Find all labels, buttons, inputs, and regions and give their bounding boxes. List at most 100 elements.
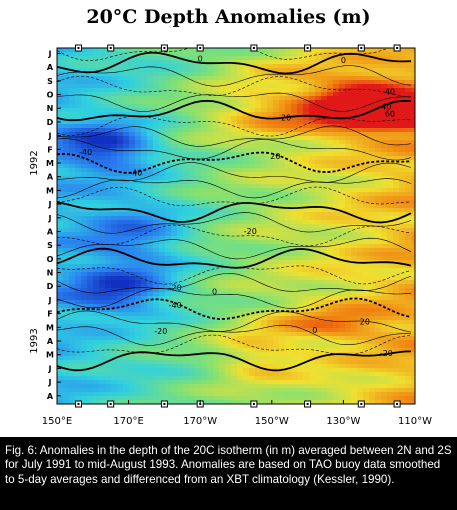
anomaly-cell [381, 328, 388, 333]
anomaly-cell [141, 312, 148, 317]
anomaly-cell [291, 140, 298, 145]
anomaly-cell [63, 52, 70, 57]
anomaly-cell [57, 84, 64, 89]
anomaly-cell [213, 268, 220, 273]
anomaly-cell [123, 304, 130, 309]
anomaly-cell [237, 332, 244, 337]
anomaly-cell [279, 232, 286, 237]
anomaly-cell [243, 212, 250, 217]
anomaly-cell [261, 232, 268, 237]
anomaly-cell [105, 144, 112, 149]
anomaly-cell [225, 84, 232, 89]
anomaly-cell [147, 276, 154, 281]
anomaly-cell [267, 228, 274, 233]
anomaly-cell [369, 52, 376, 57]
anomaly-cell [207, 236, 214, 241]
anomaly-cell [99, 152, 106, 157]
anomaly-cell [327, 76, 334, 81]
anomaly-cell [237, 84, 244, 89]
anomaly-cell [135, 340, 142, 345]
anomaly-cell [129, 160, 136, 165]
anomaly-cell [321, 80, 328, 85]
anomaly-cell [321, 280, 328, 285]
anomaly-cell [387, 116, 394, 121]
anomaly-cell [93, 148, 100, 153]
anomaly-cell [99, 80, 106, 85]
anomaly-cell [243, 376, 250, 381]
anomaly-cell [399, 208, 406, 213]
anomaly-cell [129, 312, 136, 317]
anomaly-cell [135, 216, 142, 221]
anomaly-cell [237, 276, 244, 281]
anomaly-cell [351, 324, 358, 329]
anomaly-cell [291, 228, 298, 233]
anomaly-cell [339, 168, 346, 173]
anomaly-cell [105, 168, 112, 173]
anomaly-cell [165, 188, 172, 193]
anomaly-cell [153, 284, 160, 289]
anomaly-cell [297, 204, 304, 209]
anomaly-cell [93, 192, 100, 197]
anomaly-cell [315, 236, 322, 241]
anomaly-cell [57, 168, 64, 173]
anomaly-cell [405, 224, 412, 229]
anomaly-cell [177, 252, 184, 257]
anomaly-cell [207, 216, 214, 221]
anomaly-cell [153, 104, 160, 109]
anomaly-cell [183, 64, 190, 69]
anomaly-cell [273, 228, 280, 233]
anomaly-cell [315, 340, 322, 345]
anomaly-cell [177, 360, 184, 365]
anomaly-cell [129, 220, 136, 225]
anomaly-cell [339, 332, 346, 337]
anomaly-cell [309, 164, 316, 169]
anomaly-cell [219, 104, 226, 109]
anomaly-cell [81, 136, 88, 141]
anomaly-cell [117, 364, 124, 369]
anomaly-cell [255, 236, 262, 241]
anomaly-cell [147, 112, 154, 117]
anomaly-cell [261, 288, 268, 293]
anomaly-cell [279, 124, 286, 129]
anomaly-cell [399, 300, 406, 305]
anomaly-cell [375, 268, 382, 273]
anomaly-cell [195, 196, 202, 201]
anomaly-cell [207, 188, 214, 193]
anomaly-cell [285, 76, 292, 81]
anomaly-cell [279, 360, 286, 365]
anomaly-cell [93, 368, 100, 373]
anomaly-cell [249, 132, 256, 137]
anomaly-cell [291, 232, 298, 237]
anomaly-cell [249, 236, 256, 241]
anomaly-cell [213, 248, 220, 253]
anomaly-cell [165, 256, 172, 261]
anomaly-cell [267, 248, 274, 253]
anomaly-cell [321, 320, 328, 325]
anomaly-cell [381, 272, 388, 277]
anomaly-cell [81, 228, 88, 233]
anomaly-cell [75, 100, 82, 105]
anomaly-cell [243, 168, 250, 173]
anomaly-cell [321, 156, 328, 161]
anomaly-cell [243, 244, 250, 249]
anomaly-cell [249, 288, 256, 293]
anomaly-cell [249, 280, 256, 285]
anomaly-cell [117, 212, 124, 217]
anomaly-cell [405, 216, 412, 221]
anomaly-cell [81, 152, 88, 157]
anomaly-cell [393, 152, 400, 157]
anomaly-cell [189, 220, 196, 225]
anomaly-cell [75, 60, 82, 65]
anomaly-cell [309, 376, 316, 381]
anomaly-cell [81, 316, 88, 321]
anomaly-cell [153, 64, 160, 69]
anomaly-cell [327, 348, 334, 353]
anomaly-cell [129, 244, 136, 249]
anomaly-cell [399, 188, 406, 193]
anomaly-cell [393, 140, 400, 145]
anomaly-cell [213, 368, 220, 373]
anomaly-cell [393, 304, 400, 309]
anomaly-cell [387, 120, 394, 125]
anomaly-cell [69, 140, 76, 145]
anomaly-cell [93, 340, 100, 345]
